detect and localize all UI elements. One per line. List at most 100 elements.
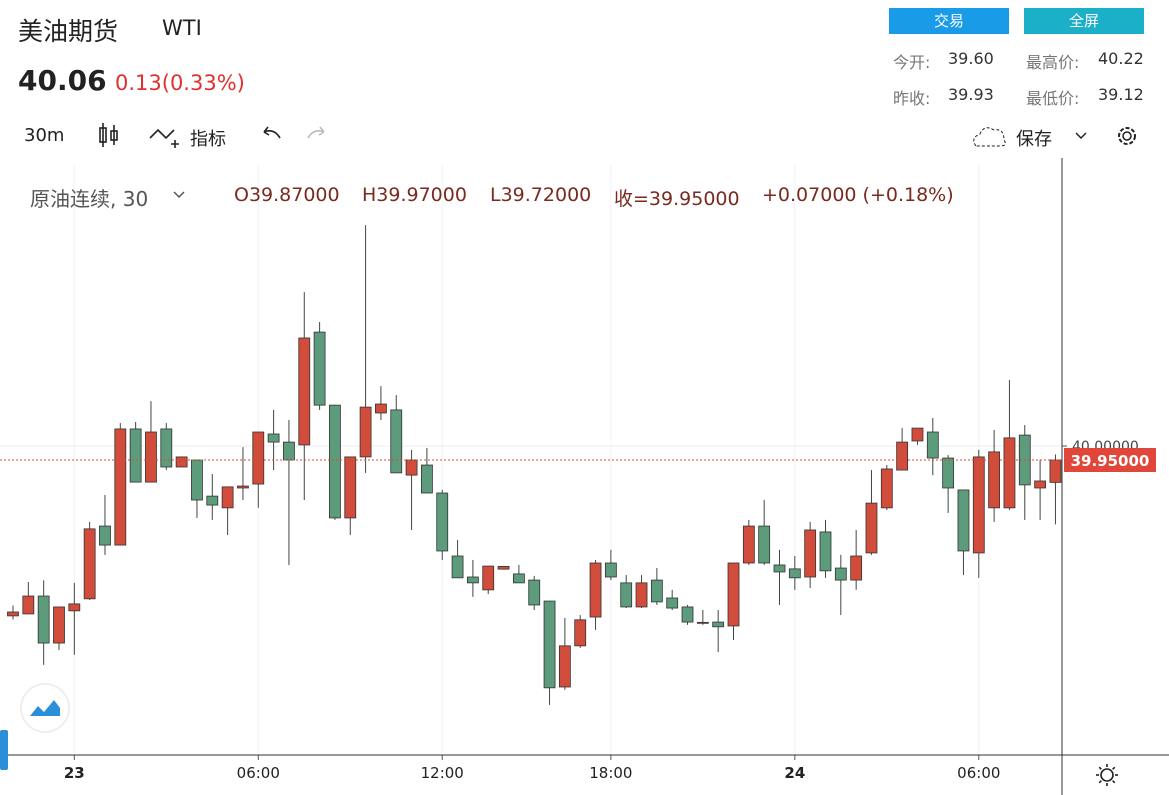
stat-label: 今开: bbox=[893, 53, 931, 72]
legend-title: 原油连续, 30 bbox=[30, 187, 149, 211]
candle-body bbox=[436, 492, 449, 552]
candle-body bbox=[620, 582, 633, 608]
candle-body bbox=[543, 600, 556, 689]
candle-body bbox=[574, 619, 587, 647]
candle-body bbox=[359, 406, 372, 458]
indicator-icon[interactable] bbox=[149, 128, 175, 140]
candle-body bbox=[466, 576, 479, 584]
last-price-box bbox=[1064, 448, 1156, 472]
stat-value: 39.60 bbox=[948, 49, 994, 68]
candle-body bbox=[1003, 437, 1016, 509]
stat-value: 39.12 bbox=[1098, 85, 1144, 104]
stat-label: 最高价: bbox=[1026, 53, 1080, 72]
instrument-name: 美油期货 bbox=[18, 17, 119, 46]
stat-label: 昨收: bbox=[893, 89, 931, 108]
undo-icon[interactable] bbox=[263, 126, 281, 139]
candle-body bbox=[68, 603, 81, 612]
redo-icon[interactable] bbox=[307, 126, 325, 139]
legend-change: +0.07000 (+0.18%) bbox=[762, 184, 954, 206]
x-tick-label: 18:00 bbox=[589, 764, 632, 782]
candle-body bbox=[390, 409, 403, 474]
plus-icon bbox=[171, 140, 179, 148]
candle-icon[interactable] bbox=[99, 123, 118, 147]
logo-button[interactable] bbox=[20, 683, 70, 733]
legend-low: L39.72000 bbox=[490, 184, 592, 206]
side-widgets bbox=[0, 683, 70, 770]
candle-body bbox=[145, 431, 157, 483]
side-tab[interactable] bbox=[0, 730, 8, 770]
candle-body bbox=[942, 457, 955, 489]
candle-body bbox=[221, 486, 234, 509]
cloud-icon[interactable] bbox=[973, 127, 1006, 147]
stat-label: 最低价: bbox=[1026, 89, 1080, 108]
candle-body bbox=[375, 403, 387, 414]
candle-body bbox=[727, 562, 740, 627]
indicators-button[interactable]: 指标 bbox=[190, 129, 226, 150]
candle-body bbox=[911, 427, 924, 442]
legend-open: O39.87000 bbox=[234, 184, 340, 206]
legend-close: 收=39.95000 bbox=[614, 188, 740, 210]
legend-arrow[interactable] bbox=[172, 188, 186, 202]
dropdown-icon[interactable] bbox=[1075, 132, 1087, 140]
candle-body bbox=[635, 582, 648, 608]
candle-body bbox=[804, 529, 817, 578]
candle-body bbox=[650, 579, 663, 603]
candle-body bbox=[850, 555, 863, 581]
candle-body bbox=[497, 565, 510, 570]
candle-body bbox=[313, 331, 326, 406]
stat-value: 39.93 bbox=[948, 85, 994, 104]
candle-body bbox=[482, 565, 495, 591]
time-settings-icon[interactable] bbox=[1096, 764, 1118, 786]
save-icons bbox=[973, 127, 1136, 147]
candle-body bbox=[972, 456, 985, 554]
candle-body bbox=[528, 579, 541, 606]
candle-body bbox=[1034, 480, 1047, 489]
candle-body bbox=[7, 611, 19, 617]
last-price-label: 39.95000 bbox=[1071, 452, 1150, 470]
candle-body bbox=[22, 595, 35, 615]
settings-icon[interactable] bbox=[1118, 127, 1136, 145]
candle-body bbox=[206, 495, 219, 506]
candle-body bbox=[988, 451, 1001, 509]
candle-body bbox=[175, 456, 188, 468]
fullscreen-button[interactable]: 全屏 bbox=[1024, 8, 1144, 34]
candle-body bbox=[237, 485, 249, 489]
candle-body bbox=[252, 431, 265, 485]
candle-body bbox=[405, 459, 418, 476]
candle-body bbox=[267, 433, 280, 443]
last-price: 40.06 bbox=[18, 64, 107, 97]
candle-body bbox=[451, 555, 464, 579]
candle-body bbox=[957, 489, 970, 552]
instrument-symbol: WTI bbox=[162, 16, 202, 40]
candle-body bbox=[344, 456, 357, 519]
candle-body bbox=[191, 459, 203, 501]
candle-body bbox=[773, 564, 786, 573]
candle-body bbox=[712, 621, 725, 628]
candle-body bbox=[865, 502, 878, 554]
candle-body bbox=[37, 595, 50, 644]
x-tick-label: 06:00 bbox=[237, 764, 280, 782]
candle-body bbox=[1049, 459, 1062, 483]
interval-button[interactable]: 30m bbox=[24, 125, 65, 146]
x-tick-label: 06:00 bbox=[957, 764, 1000, 782]
candle-body bbox=[681, 606, 694, 623]
x-tick-label: 23 bbox=[64, 764, 85, 782]
candle-body bbox=[696, 621, 709, 624]
candle-body bbox=[896, 441, 909, 471]
candle-body bbox=[329, 404, 341, 519]
x-tick-label: 24 bbox=[784, 764, 805, 782]
price-change: 0.13(0.33%) bbox=[115, 71, 245, 95]
trade-button[interactable]: 交易 bbox=[889, 8, 1009, 34]
candle-body bbox=[666, 597, 679, 609]
candle-body bbox=[926, 431, 939, 459]
candle-body bbox=[788, 568, 801, 579]
candle-body bbox=[589, 562, 602, 618]
save-button[interactable]: 保存 bbox=[1016, 129, 1052, 150]
candle-body bbox=[512, 573, 525, 584]
candle-body bbox=[83, 528, 96, 600]
candle-body bbox=[298, 337, 311, 446]
candle-body bbox=[819, 531, 832, 572]
stat-value: 40.22 bbox=[1098, 49, 1144, 68]
